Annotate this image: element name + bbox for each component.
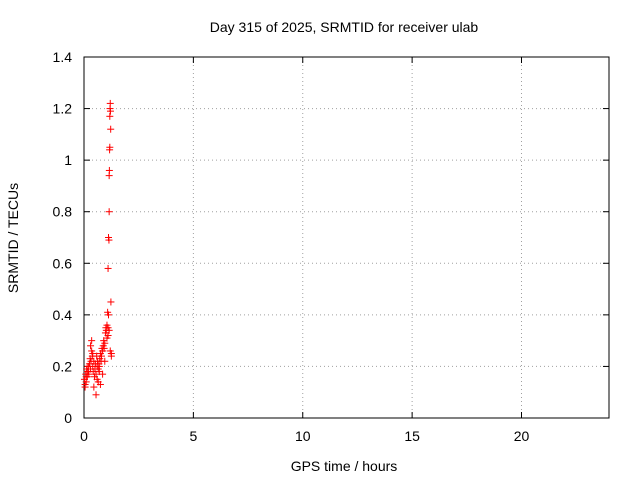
data-point (99, 370, 107, 378)
x-axis-label: GPS time / hours (291, 458, 398, 474)
data-point (101, 357, 109, 365)
data-point (105, 311, 112, 319)
data-points (80, 99, 115, 399)
x-tick-label: 10 (295, 428, 311, 444)
y-tick-label: 0.2 (53, 358, 73, 374)
data-point (104, 264, 112, 272)
chart-title: Day 315 of 2025, SRMTID for receiver ula… (210, 19, 479, 35)
data-point (101, 339, 109, 347)
data-point (87, 342, 95, 350)
y-tick-label: 0.6 (53, 255, 73, 271)
data-point (106, 347, 114, 355)
data-point (81, 383, 89, 391)
data-point (89, 350, 97, 358)
y-tick-label: 1.2 (53, 101, 73, 117)
y-tick-label: 0.4 (53, 307, 73, 323)
grid (84, 57, 609, 418)
plot-area-frame (83, 56, 610, 419)
data-point (105, 166, 113, 174)
x-tick-label: 20 (514, 428, 530, 444)
data-point (105, 236, 113, 244)
data-point (83, 368, 91, 376)
data-point (105, 208, 113, 216)
data-point (82, 373, 90, 381)
data-point (100, 344, 108, 352)
x-tick-label: 15 (404, 428, 420, 444)
data-point (106, 112, 114, 120)
y-tick-label: 0.8 (53, 204, 73, 220)
data-point (107, 125, 115, 133)
data-point (106, 143, 114, 151)
x-tick-label: 5 (189, 428, 197, 444)
data-point (106, 99, 114, 107)
data-point (88, 337, 96, 345)
y-tick-label: 1.4 (53, 49, 73, 65)
data-point (106, 107, 114, 115)
y-tick-label: 0 (64, 410, 72, 426)
data-point (98, 352, 105, 360)
data-point (107, 352, 115, 360)
data-point (105, 326, 113, 334)
data-point (96, 380, 104, 388)
x-tick-label: 0 (80, 428, 88, 444)
y-axis-label: SRMTID / TECUs (5, 183, 21, 293)
data-point (107, 298, 115, 306)
data-point (84, 362, 92, 370)
data-point (90, 383, 98, 391)
data-point (92, 391, 100, 399)
y-tick-label: 1 (64, 152, 72, 168)
data-point (103, 334, 111, 342)
